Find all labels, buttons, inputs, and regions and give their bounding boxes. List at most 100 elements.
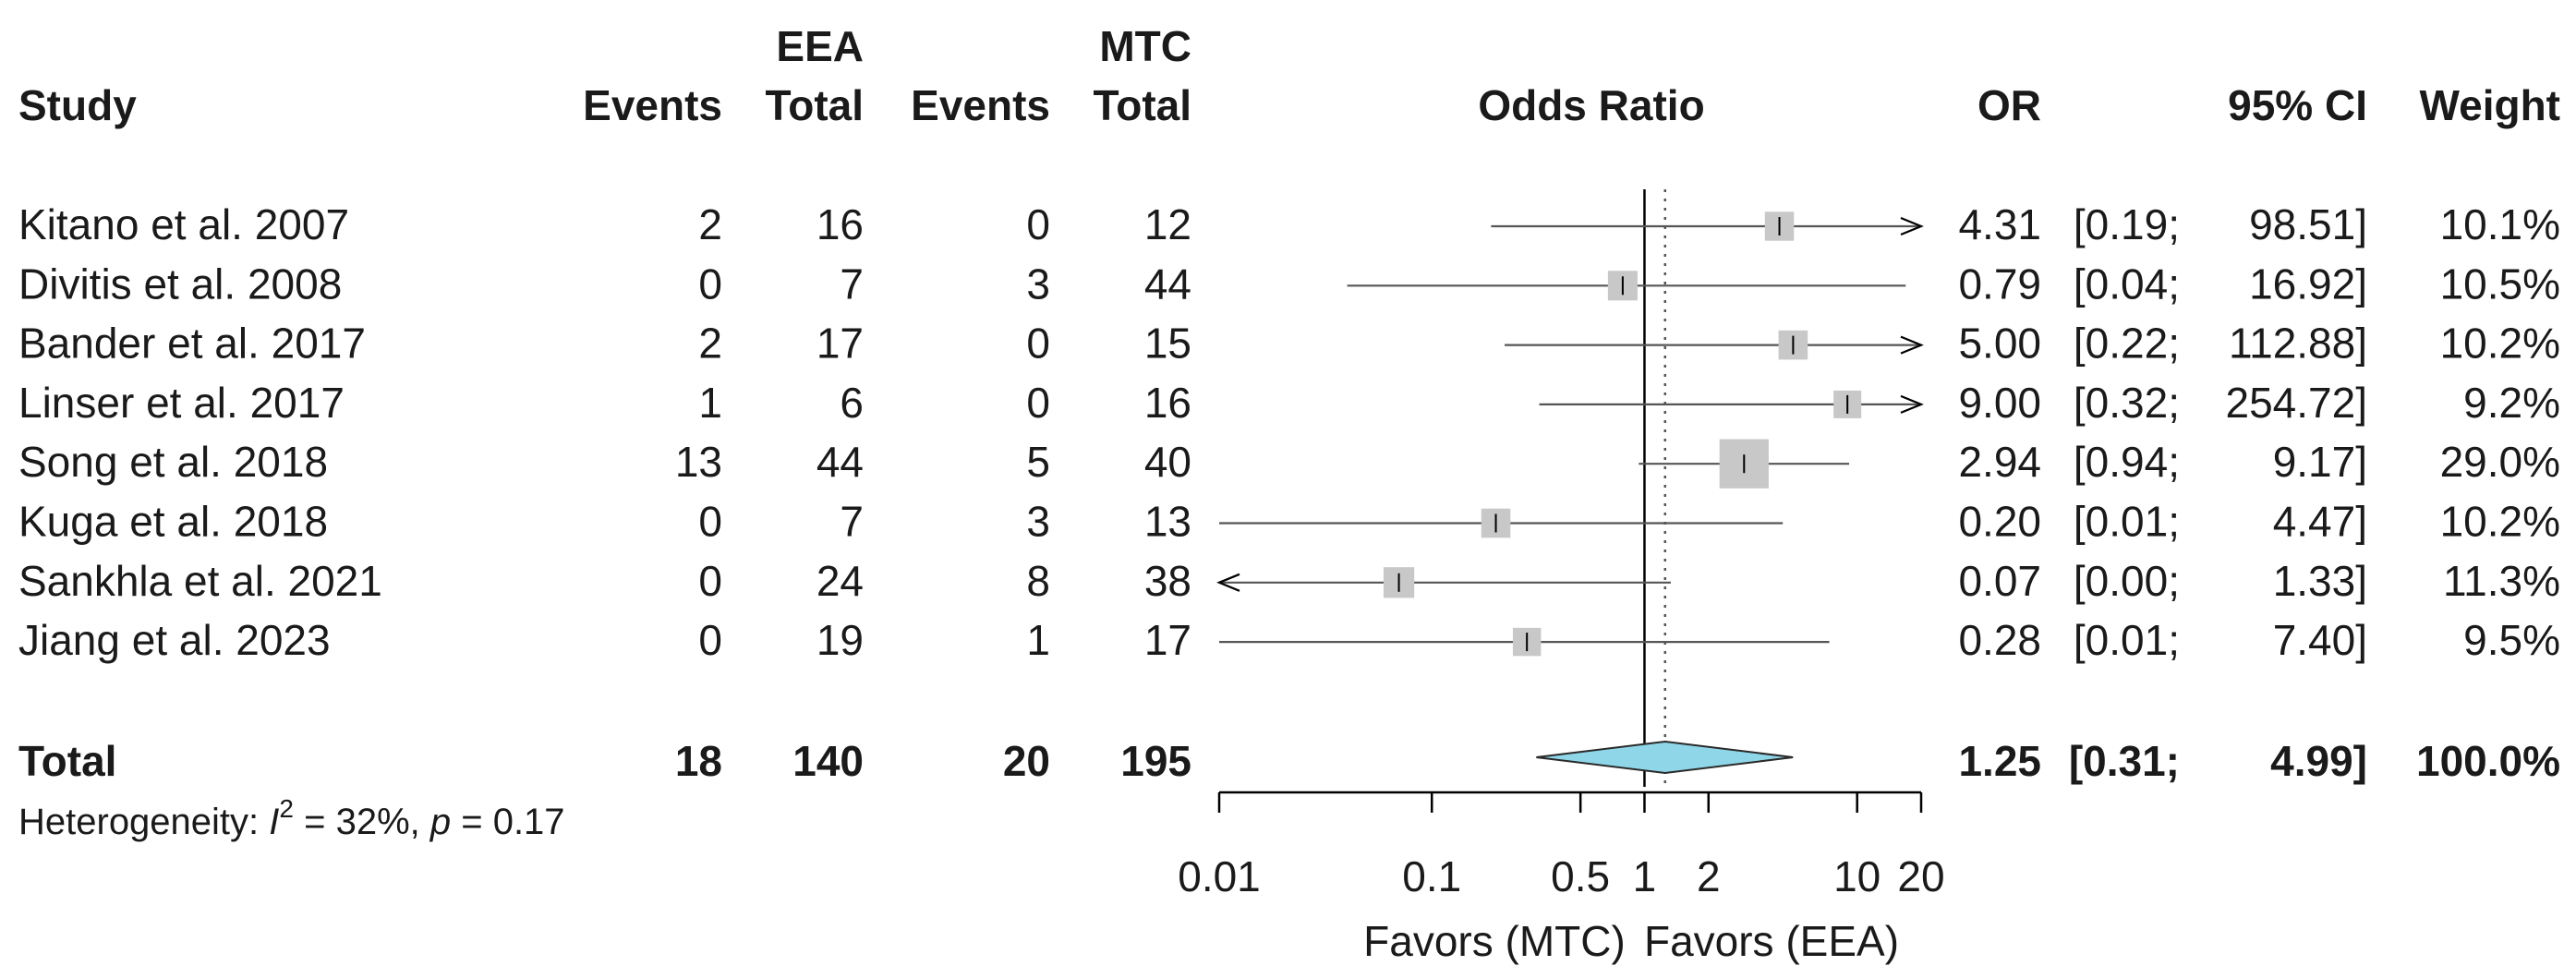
x-tick-label: 1 — [1633, 852, 1657, 900]
mtc-total: 40 — [1144, 438, 1191, 486]
ci-lower: [0.04; — [2074, 260, 2180, 308]
study-name: Song et al. 2018 — [18, 438, 328, 486]
mtc-total: 17 — [1144, 616, 1191, 664]
heterogeneity-p: p — [429, 802, 451, 842]
eea-events: 0 — [698, 260, 722, 308]
eea-events: 1 — [698, 379, 722, 427]
total-n2: 195 — [1120, 737, 1191, 785]
x-tick-label: 0.01 — [1178, 852, 1261, 900]
eea-total: 17 — [816, 320, 864, 368]
mtc-events: 0 — [1026, 320, 1050, 368]
mtc-total: 16 — [1144, 379, 1191, 427]
heterogeneity-text: Heterogeneity: I2 = 32%, p = 0.17 — [18, 794, 565, 842]
header-mtc: MTC — [1099, 22, 1191, 70]
study-row: Bander et al. 2017 2 17 0 15 5.00 [0.22; 112.88… — [18, 320, 2560, 368]
plot-area: 0.01 0.1 0.5 1 2 10 20 — [1178, 189, 1945, 900]
mtc-events: 1 — [1026, 616, 1050, 664]
eea-total: 6 — [840, 379, 864, 427]
mtc-events: 0 — [1026, 200, 1050, 248]
study-name: Kitano et al. 2007 — [18, 200, 349, 248]
weight-value: 10.1% — [2440, 200, 2560, 248]
or-value: 2.94 — [1958, 438, 2041, 486]
study-row: Kuga et al. 2018 0 7 3 13 0.20 [0.01; 4.47] 10.2… — [18, 498, 2560, 546]
eea-total: 19 — [816, 616, 864, 664]
study-name: Sankhla et al. 2021 — [18, 557, 382, 605]
mtc-total: 15 — [1144, 320, 1191, 368]
or-value: 0.20 — [1958, 498, 2041, 546]
ci-lower: [0.01; — [2074, 616, 2180, 664]
axis-left-label: Favors (MTC) — [1363, 917, 1626, 965]
header-weight: Weight — [2420, 81, 2560, 129]
x-tick-label: 0.1 — [1402, 852, 1461, 900]
heterogeneity-p-value: = 0.17 — [451, 802, 564, 842]
eea-total: 16 — [816, 200, 864, 248]
eea-events: 0 — [698, 616, 722, 664]
header-odds-ratio: Odds Ratio — [1478, 81, 1704, 129]
study-row: Song et al. 2018 13 44 5 40 2.94 [0.94; 9.17] 29… — [18, 438, 2560, 486]
eea-total: 44 — [816, 438, 864, 486]
total-e1: 18 — [675, 737, 722, 785]
ci-lower: [0.32; — [2074, 379, 2180, 427]
heterogeneity-i: I — [269, 802, 279, 842]
mtc-total: 44 — [1144, 260, 1191, 308]
total-weight: 100.0% — [2416, 737, 2560, 785]
mtc-events: 0 — [1026, 379, 1050, 427]
header-eea-events: Events — [583, 81, 722, 129]
study-row: Divitis et al. 2008 0 7 3 44 0.79 [0.04; 16.92]… — [18, 260, 2560, 308]
pooled-diamond — [1536, 740, 1794, 775]
ci-lower: [0.94; — [2074, 438, 2180, 486]
heterogeneity-i-exp: 2 — [279, 794, 294, 823]
study-name: Kuga et al. 2018 — [18, 498, 328, 546]
mtc-events: 8 — [1026, 557, 1050, 605]
header-eea-total: Total — [766, 81, 864, 129]
total-e2: 20 — [1003, 737, 1050, 785]
eea-events: 0 — [698, 498, 722, 546]
study-name: Linser et al. 2017 — [18, 379, 345, 427]
or-value: 9.00 — [1958, 379, 2041, 427]
ci-lower: [0.00; — [2074, 557, 2180, 605]
header-mtc-total: Total — [1094, 81, 1191, 129]
or-value: 4.31 — [1958, 200, 2041, 248]
heterogeneity-i-value: = 32%, — [294, 802, 430, 842]
eea-total: 7 — [840, 260, 864, 308]
weight-value: 9.2% — [2463, 379, 2560, 427]
eea-events: 2 — [698, 320, 722, 368]
mtc-events: 3 — [1026, 498, 1050, 546]
eea-events: 0 — [698, 557, 722, 605]
ci-lower: [0.19; — [2074, 200, 2180, 248]
eea-events: 13 — [675, 438, 722, 486]
study-row: Linser et al. 2017 1 6 0 16 9.00 [0.32; 254.72]… — [18, 379, 2560, 427]
header-study: Study — [18, 81, 137, 129]
mtc-total: 12 — [1144, 200, 1191, 248]
ci-upper: 98.51] — [2249, 200, 2367, 248]
weight-value: 10.2% — [2440, 320, 2560, 368]
ci-arrow-right — [1900, 394, 1924, 414]
mtc-total: 13 — [1144, 498, 1191, 546]
weight-value: 29.0% — [2440, 438, 2560, 486]
total-or: 1.25 — [1958, 737, 2041, 785]
study-name: Jiang et al. 2023 — [18, 616, 331, 664]
weight-value: 11.3% — [2443, 557, 2560, 605]
or-value: 5.00 — [1958, 320, 2041, 368]
header-ci: 95% CI — [2228, 81, 2367, 129]
ci-upper: 4.47] — [2273, 498, 2367, 546]
x-tick-label: 10 — [1833, 852, 1881, 900]
study-row: Jiang et al. 2023 0 19 1 17 0.28 [0.01; 7.40] 9.… — [18, 616, 2560, 664]
total-ci-high: 4.99] — [2270, 737, 2367, 785]
study-rows: Kitano et al. 2007 2 16 0 12 4.31 [0.19; 98.51]… — [18, 200, 2560, 664]
ci-upper: 112.88] — [2229, 320, 2367, 368]
ci-arrow-right — [1900, 335, 1924, 355]
header-or: OR — [1977, 81, 2041, 129]
mtc-events: 3 — [1026, 260, 1050, 308]
x-tick-label: 0.5 — [1551, 852, 1610, 900]
ci-lower: [0.22; — [2074, 320, 2180, 368]
or-value: 0.28 — [1958, 616, 2041, 664]
study-row: Kitano et al. 2007 2 16 0 12 4.31 [0.19; 98.51]… — [18, 200, 2560, 248]
header-eea: EEA — [776, 22, 864, 70]
eea-total: 24 — [816, 557, 864, 605]
or-value: 0.07 — [1958, 557, 2041, 605]
ci-arrow-left — [1216, 573, 1240, 592]
weight-value: 10.2% — [2440, 498, 2560, 546]
weight-value: 10.5% — [2440, 260, 2560, 308]
ci-lower: [0.01; — [2074, 498, 2180, 546]
